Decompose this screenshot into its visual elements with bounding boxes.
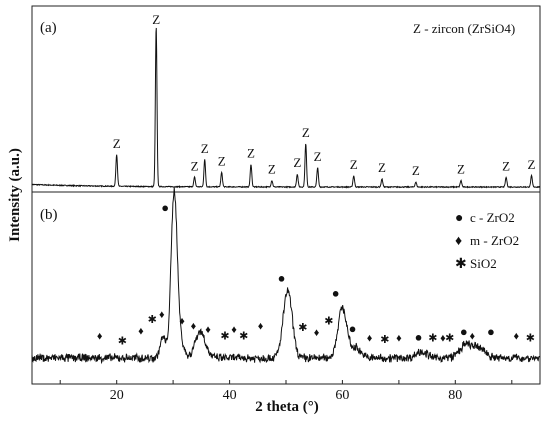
x-axis-label: 2 theta (°)	[255, 399, 318, 415]
cubic-zro2-marker: ●	[415, 329, 423, 344]
monoclinic-zro2-marker: ♦	[231, 324, 237, 336]
legend-c-symbol: ●	[455, 211, 463, 226]
x-tick-label: 20	[110, 388, 124, 403]
monoclinic-zro2-marker: ♦	[191, 321, 197, 333]
phase-markers: ●●●●● ● ●♦ ♦♦♦ ♦ ♦ ♦ ♦♦ ♦ ♦ ♦ ♦ ♦✱✱✱ ✱✱✱✱ ✱ ✱ ✱	[97, 200, 535, 348]
x-tick-label: 40	[223, 388, 237, 403]
cubic-zro2-marker: ●	[278, 271, 286, 286]
legend-m-zro2: m - ZrO2	[470, 233, 519, 248]
peak-label-z: Z	[502, 158, 510, 173]
panel-a-label: (a)	[40, 20, 57, 36]
x-axis-ticks: 20 40 60 80	[59, 380, 513, 403]
pattern-a-line	[31, 27, 540, 189]
sio2-marker: ✱	[526, 332, 535, 344]
monoclinic-zro2-marker: ♦	[367, 332, 373, 344]
cubic-zro2-marker: ●	[460, 324, 468, 339]
peak-label-z: Z	[302, 125, 310, 140]
sio2-marker: ✱	[298, 322, 307, 334]
y-axis-label: Intensity (a.u.)	[7, 148, 23, 242]
legend-b: ● c - ZrO2 ♦ m - ZrO2 ✱ SiO2	[455, 210, 519, 272]
sio2-marker: ✱	[380, 334, 389, 346]
sio2-marker: ✱	[324, 316, 333, 328]
monoclinic-zro2-marker: ♦	[97, 331, 103, 343]
peak-label-z: Z	[528, 157, 536, 172]
x-tick-label: 80	[448, 388, 462, 403]
sio2-marker: ✱	[239, 331, 248, 343]
sio2-marker: ✱	[220, 331, 229, 343]
sio2-marker: ✱	[428, 332, 437, 344]
sio2-marker: ✱	[445, 332, 454, 344]
peak-label-z: Z	[378, 160, 386, 175]
monoclinic-zro2-marker: ♦	[258, 321, 264, 333]
peak-label-z: Z	[350, 157, 358, 172]
cubic-zro2-marker: ●	[487, 324, 495, 339]
peak-label-z: Z	[191, 158, 199, 173]
peak-label-z: Z	[314, 149, 322, 164]
monoclinic-zro2-marker: ♦	[205, 324, 211, 336]
cubic-zro2-marker: ●	[161, 200, 169, 215]
legend-sio2: SiO2	[470, 256, 497, 271]
panel-b-label: (b)	[40, 207, 58, 223]
pattern-b-line	[31, 187, 541, 365]
legend-s-symbol: ✱	[455, 257, 467, 272]
cubic-zro2-marker: ●	[332, 286, 340, 301]
legend-m-symbol: ♦	[455, 234, 462, 249]
peak-label-z: Z	[152, 12, 160, 27]
peak-label-z: Z	[412, 163, 420, 178]
monoclinic-zro2-marker: ♦	[138, 326, 144, 338]
peak-label-z: Z	[293, 155, 301, 170]
x-tick-label: 60	[335, 388, 349, 403]
monoclinic-zro2-marker: ♦	[469, 331, 475, 343]
monoclinic-zro2-marker: ♦	[513, 331, 519, 343]
peak-label-z: Z	[457, 162, 465, 177]
monoclinic-zro2-marker: ♦	[396, 332, 402, 344]
cubic-zro2-marker: ●	[349, 321, 357, 336]
peak-label-z: Z	[218, 154, 226, 169]
monoclinic-zro2-marker: ♦	[159, 309, 165, 321]
peak-label-z: Z	[201, 141, 209, 156]
legend-zircon: Z - zircon (ZrSiO4)	[413, 21, 515, 36]
peak-label-z: Z	[268, 162, 276, 177]
monoclinic-zro2-marker: ♦	[179, 316, 185, 328]
sio2-marker: ✱	[118, 336, 127, 348]
sio2-marker: ✱	[148, 314, 157, 326]
peak-label-z: Z	[247, 146, 255, 161]
monoclinic-zro2-marker: ♦	[440, 332, 446, 344]
peak-label-z: Z	[113, 136, 121, 151]
legend-c-zro2: c - ZrO2	[470, 210, 515, 225]
monoclinic-zro2-marker: ♦	[314, 327, 320, 339]
